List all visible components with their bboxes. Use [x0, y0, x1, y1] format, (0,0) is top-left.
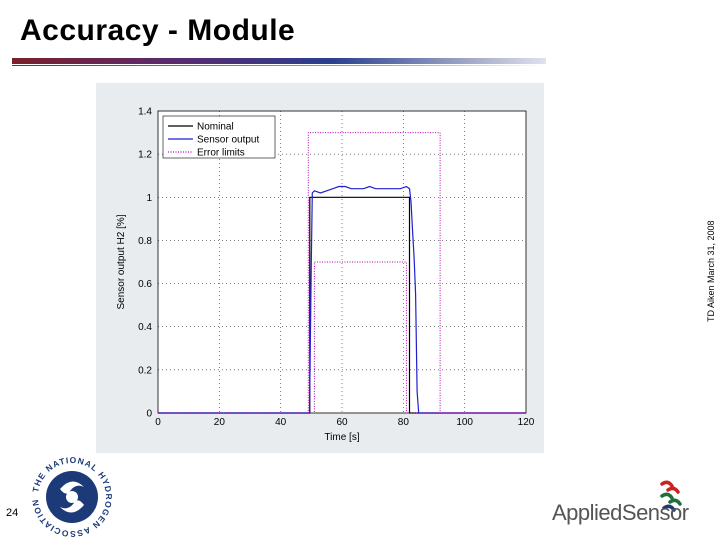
title-rule	[12, 58, 546, 64]
x-tick-label: 120	[518, 417, 535, 428]
series-line-sensor-output-1	[158, 185, 526, 414]
applied-sensor-wordmark: AppliedSensor	[552, 500, 689, 525]
x-tick-label: 100	[456, 417, 473, 428]
legend-entry: Nominal	[197, 122, 234, 133]
title-rule-thin	[12, 65, 546, 66]
legend-entry: Sensor output	[197, 135, 259, 146]
slide-title: Accuracy - Module	[20, 14, 296, 47]
line-chart: 0 20 40 60 80 100 120 0 0.2 0.4 0.6 0.8 1 1.2 1.4 Time …	[116, 107, 535, 444]
x-tick-label: 20	[214, 417, 226, 428]
page-number: 24	[6, 507, 19, 519]
legend-box	[162, 115, 276, 159]
y-tick-label: 0.4	[138, 322, 152, 333]
y-axis-label: Sensor output H2 [%]	[116, 214, 127, 309]
y-tick-label: 0.6	[138, 279, 152, 290]
applied-sensor-logo-icon	[660, 480, 682, 512]
y-tick-label: 0.2	[138, 365, 152, 376]
y-tick-label: 1.4	[138, 107, 152, 118]
y-tick-label: 1	[146, 193, 152, 204]
chart-panel: 0 20 40 60 80 100 120 0 0.2 0.4 0.6 0.8 1 1.2 1.4 Time …	[96, 83, 544, 453]
x-axis-label: Time [s]	[324, 432, 359, 443]
x-tick-label: 40	[275, 417, 287, 428]
y-tick-label: 1.2	[138, 150, 152, 161]
legend-entry: Error limits	[197, 148, 245, 159]
hydrogen-association-logo: THE NATIONAL HYDROGEN ASSOCIATION	[30, 457, 113, 537]
series-line-error-limits-3	[158, 261, 526, 414]
y-tick-label: 0	[146, 409, 152, 420]
author-date-note: TD Aiken March 31, 2008	[706, 220, 716, 322]
x-tick-label: 60	[336, 417, 348, 428]
x-tick-label: 80	[398, 417, 410, 428]
x-tick-label: 0	[155, 417, 161, 428]
y-tick-label: 0.8	[138, 236, 152, 247]
